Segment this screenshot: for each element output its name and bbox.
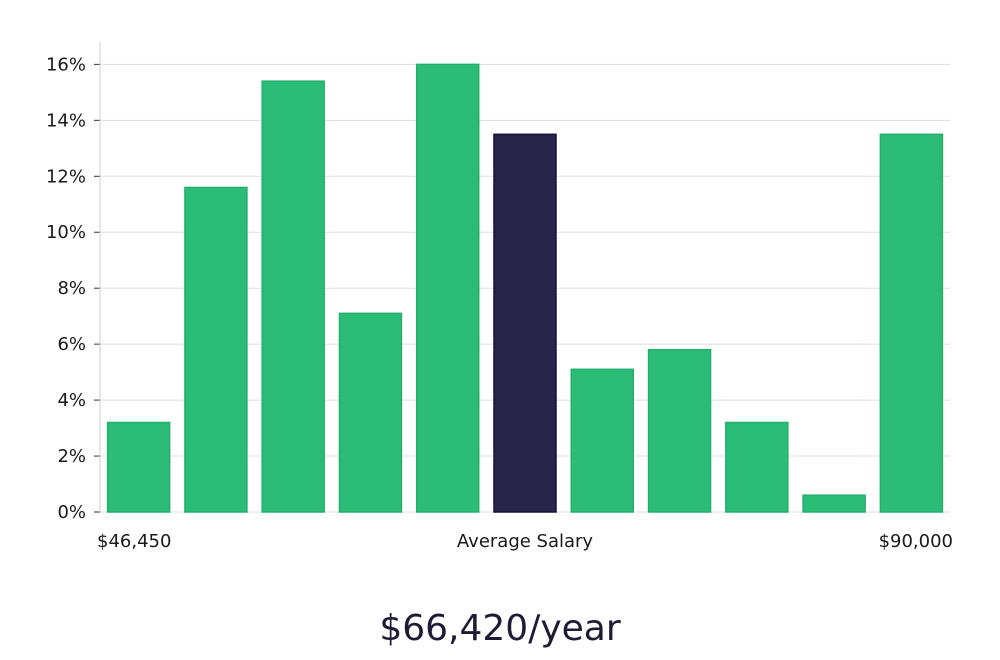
salary-distribution-chart: 0% 2% 4% 6% 8% 10% 12% 14% 16% $46,450 Average S…: [46, 42, 953, 552]
x-label-min: $46,450: [97, 531, 171, 552]
axes: [94, 42, 101, 513]
bar-average-salary: [493, 133, 557, 513]
bar-7: [647, 348, 712, 513]
x-label-max: $90,000: [879, 531, 953, 552]
bar-0: [106, 421, 171, 513]
y-tick-labels: 0% 2% 4% 6% 8% 10% 12% 14% 16%: [46, 54, 86, 523]
bars: [106, 63, 944, 513]
y-tick-label-7: 14%: [46, 110, 86, 131]
y-tick-label-3: 6%: [57, 334, 86, 355]
y-tick-label-0: 0%: [57, 502, 86, 523]
bar-3: [338, 312, 403, 513]
y-tick-label-8: 16%: [46, 54, 86, 75]
average-salary-value: $66,420/year: [379, 608, 621, 649]
y-tick-label-4: 8%: [57, 278, 86, 299]
bar-4: [415, 63, 480, 513]
bar-9: [802, 494, 866, 513]
y-tick-label-1: 2%: [57, 446, 86, 467]
x-label-average: Average Salary: [457, 531, 594, 552]
bar-1: [184, 186, 248, 513]
y-tick-label-2: 4%: [57, 390, 86, 411]
y-tick-label-6: 12%: [46, 166, 86, 187]
bar-10: [879, 133, 944, 513]
bar-8: [725, 421, 789, 513]
x-axis-labels: $46,450 Average Salary $90,000: [97, 531, 953, 552]
y-tick-label-5: 10%: [46, 222, 86, 243]
bar-6: [570, 368, 635, 513]
bar-2: [261, 80, 325, 513]
